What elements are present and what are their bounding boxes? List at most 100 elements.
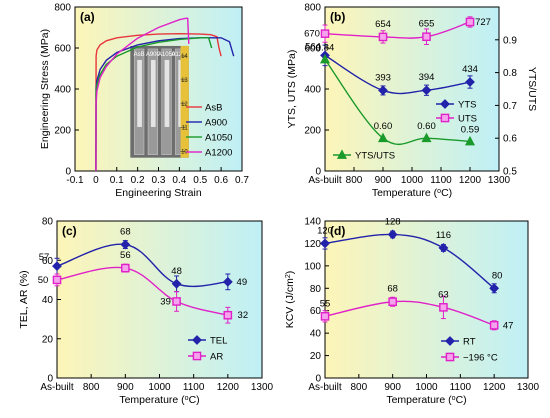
ruler-label: 10 — [181, 150, 188, 156]
data-point — [320, 238, 330, 249]
y-tick-label: 60 — [42, 256, 54, 267]
data-label: 654 — [375, 19, 391, 30]
data-point — [120, 239, 131, 250]
legend-label: A1050 — [205, 133, 232, 144]
ruler-label: 14 — [181, 54, 188, 60]
data-point — [421, 85, 432, 96]
data-point — [438, 243, 449, 253]
y-tick-label: 200 — [304, 126, 321, 137]
x-tick-label: -0.1 — [66, 175, 84, 186]
series-line — [324, 21, 471, 39]
y-tick-label: 120 — [304, 239, 321, 250]
data-point — [464, 135, 476, 146]
data-point — [223, 310, 233, 320]
y-tick-label: 200 — [54, 126, 71, 137]
legend-label: UTS — [458, 114, 477, 125]
x-tick-label: 900 — [384, 382, 401, 393]
legend: TEL AR — [188, 335, 227, 363]
x-tick-label: As-built — [308, 382, 342, 393]
data-label: 670 — [304, 29, 320, 40]
data-point — [320, 312, 330, 321]
y-tick-label: 400 — [304, 85, 321, 96]
data-label: 47 — [503, 320, 514, 331]
data-label: 50 — [38, 275, 49, 286]
x-tick-label: 1000 — [148, 382, 171, 393]
y2-tick-label: 0.6 — [503, 134, 517, 145]
data-point — [52, 275, 62, 285]
x-tick-label: 800 — [83, 382, 100, 393]
data-label: 55 — [320, 298, 331, 309]
x-tick-label: 0.7 — [235, 175, 249, 186]
legend-label: −196 °C — [463, 353, 498, 364]
data-point — [320, 29, 330, 38]
data-label: 80 — [492, 270, 503, 281]
legend-label: YTS/UTS — [355, 151, 395, 162]
data-point — [388, 297, 397, 307]
series-line — [56, 243, 228, 288]
y-tick-label: 400 — [54, 85, 71, 96]
x-tick-label: 900 — [117, 382, 134, 393]
data-point — [489, 283, 500, 294]
data-point — [465, 77, 475, 87]
series-line — [324, 233, 495, 289]
panel-c-plot-area — [56, 220, 263, 379]
legend-marker — [445, 336, 455, 346]
legend-label: AsB — [205, 103, 222, 114]
y2-axis-label: YTS/UTS — [526, 67, 538, 111]
x-tick-label: 1200 — [459, 175, 482, 186]
panel-label: (b) — [330, 10, 345, 24]
legend-marker — [192, 335, 202, 345]
data-label: 727 — [475, 17, 491, 28]
y-tick-label: 80 — [42, 217, 54, 228]
data-point — [489, 320, 499, 330]
x-axis-label: Temperature (oC) — [372, 187, 452, 199]
x-tick-label: 0.1 — [110, 175, 124, 186]
data-point — [319, 53, 331, 64]
y2-tick-label: 0.5 — [503, 167, 517, 178]
legend-label: AR — [210, 352, 223, 363]
panel-b-plot-area — [324, 6, 500, 172]
x-tick-label: 1200 — [483, 382, 506, 393]
x-tick-label: 1000 — [415, 382, 438, 393]
x-axis-label: Temperature (oC) — [386, 394, 466, 406]
x-tick-label: 1100 — [450, 382, 472, 393]
y-tick-label: 80 — [310, 284, 322, 295]
data-label: 393 — [375, 72, 391, 83]
y2-tick-label: 0.8 — [503, 68, 517, 79]
data-label: 128 — [385, 216, 401, 227]
y-axis-label: YTS, UTS (MPa) — [286, 50, 298, 129]
legend-marker — [440, 113, 450, 123]
x-tick-label: As-built — [40, 382, 74, 393]
data-point — [422, 32, 431, 42]
x-tick-label: 0 — [93, 175, 99, 186]
y-tick-label: 800 — [304, 3, 321, 14]
data-point — [465, 17, 475, 27]
data-label: 120 — [317, 225, 333, 236]
data-label: 434 — [462, 64, 478, 75]
data-point — [121, 263, 130, 273]
ruler-label: 13 — [181, 78, 188, 84]
data-point — [52, 261, 62, 272]
legend: YTS UTS YTS/UTS — [333, 99, 477, 162]
data-label: 655 — [419, 19, 435, 30]
data-point — [421, 132, 432, 143]
y2-tick-label: 0.9 — [503, 35, 517, 46]
data-point — [377, 132, 389, 143]
legend-label: A900 — [205, 118, 227, 129]
legend-label: A1200 — [205, 148, 232, 159]
x-tick-label: 1100 — [183, 382, 205, 393]
x-tick-label: 1100 — [430, 175, 452, 186]
legend: RT −196 °C — [441, 336, 498, 364]
legend-marker — [192, 351, 202, 361]
series-line — [324, 59, 471, 145]
series-line — [324, 54, 471, 95]
data-point — [378, 85, 388, 96]
y-tick-label: 60 — [310, 306, 322, 317]
data-label: 48 — [171, 266, 182, 277]
legend-marker — [445, 352, 455, 362]
specimen-label: A900 — [146, 52, 161, 58]
curve-a1200 — [95, 17, 190, 172]
